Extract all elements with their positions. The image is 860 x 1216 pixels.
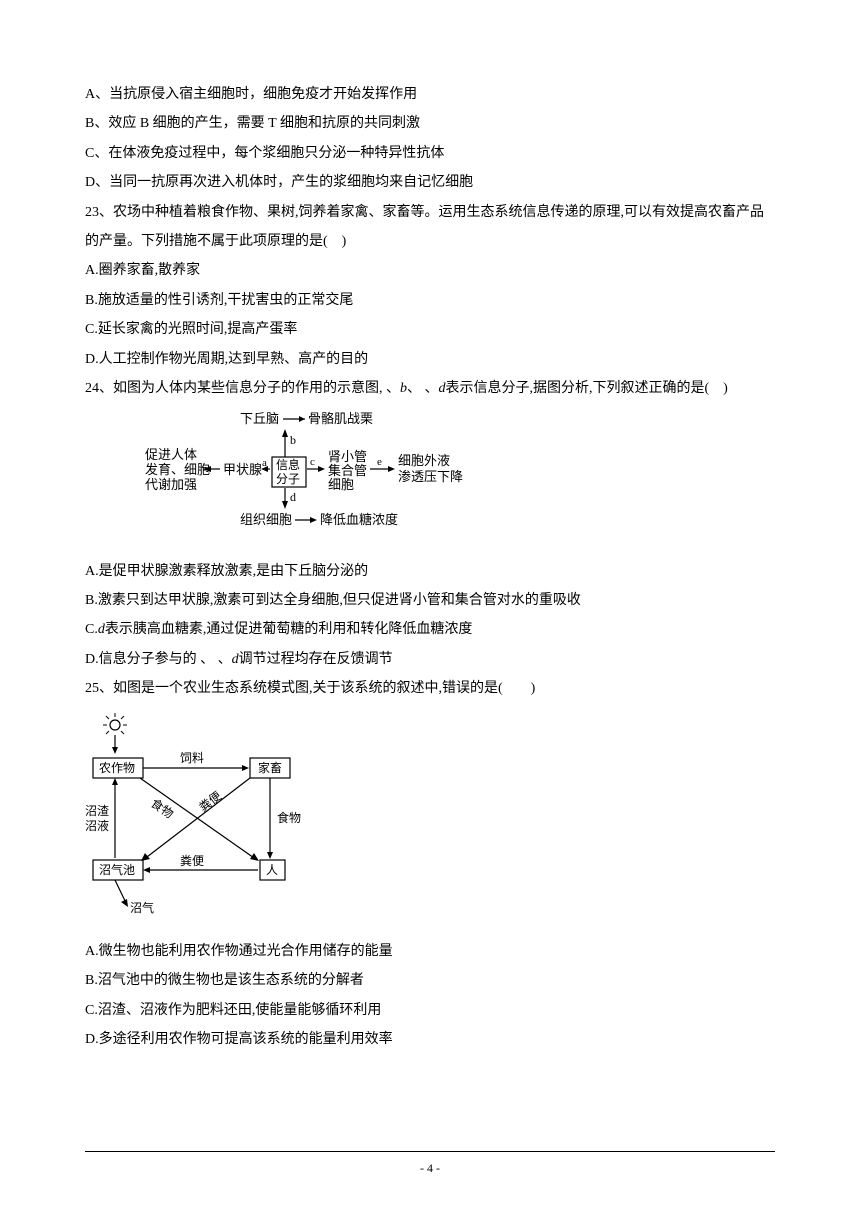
question-25: 25、如图是一个农业生态系统模式图,关于该系统的叙述中,错误的是( ) [85,674,775,703]
q24c-var-d: d [98,622,105,637]
q25-option-d: D.多途径利用农作物可提高该系统的能量利用效率 [85,1025,775,1054]
q24-var-d: d [439,381,446,396]
option-d: D、当同一抗原再次进入机体时，产生的浆细胞均来自记忆细胞 [85,168,775,197]
q24-text-pre: 24、如图为人体内某些信息分子的作用的示意图, 、 [85,381,400,396]
d1-label-kidney3: 细胞 [328,477,354,492]
d2-label-feed: 饲料 [180,751,204,765]
q24-option-c: C.d表示胰高血糖素,通过促进葡萄糖的利用和转化降低血糖浓度 [85,615,775,644]
d2-label-biogas: 沼气池 [99,862,135,877]
diagram-agro-ecosystem: 农作物 家畜 沼气池 人 饲料 食物 粪便 沼渣 沼液 食物 粪便 [85,710,315,931]
d1-label-kidney1: 肾小管 [328,449,367,464]
q24d-var-d: d [232,652,239,667]
d2-label-manure: 粪便 [196,788,224,814]
option-b: B、效应 B 细胞的产生，需要 T 细胞和抗原的共同刺激 [85,109,775,138]
q24d-post: 调节过程均存在反馈调节 [239,652,393,667]
q23-option-c: C.延长家禽的光照时间,提高产蛋率 [85,315,775,344]
d1-label-muscle: 骨骼肌战栗 [308,411,373,426]
d2-label-residue1: 沼渣 [85,804,109,818]
d1-label-center1: 信息 [276,457,300,472]
q23-option-d: D.人工控制作物光周期,达到早熟、高产的目的 [85,345,775,374]
d2-label-residue2: 沼液 [85,818,109,833]
d1-label-a: a [262,457,267,469]
d1-label-e: e [377,456,382,468]
q24c-pre: C. [85,622,98,637]
q24c-post: 表示胰高血糖素,通过促进葡萄糖的利用和转化降低血糖浓度 [105,622,473,637]
q24-option-d: D.信息分子参与的 、 、d调节过程均存在反馈调节 [85,645,775,674]
d1-label-d: d [290,490,296,504]
question-24: 24、如图为人体内某些信息分子的作用的示意图, 、b、 、d表示信息分子,据图分… [85,374,775,403]
q23-option-a: A.圈养家畜,散养家 [85,256,775,285]
d2-label-food2: 食物 [277,810,301,825]
diagram-info-molecules: 下丘脑 骨骼肌战栗 b 促进人体 发育、细胞 代谢加强 甲状腺 a 信息 分子 … [145,409,485,550]
q24d-pre: D.信息分子参与的 、 、 [85,652,232,667]
d1-label-tissue: 组织细胞 [240,512,292,527]
d2-label-livestock: 家畜 [258,760,282,775]
d1-label-hypothalamus: 下丘脑 [240,411,279,426]
q24-text-post: 表示信息分子,据图分析,下列叙述正确的是( ) [446,381,728,396]
q24-var-b: b [400,381,407,396]
q25-option-a: A.微生物也能利用农作物通过光合作用储存的能量 [85,937,775,966]
d1-label-kidney2: 集合管 [328,463,367,478]
question-23: 23、农场中种植着粮食作物、果树,饲养着家禽、家畜等。运用生态系统信息传递的原理… [85,198,775,257]
d1-label-left1: 促进人体 [145,447,197,462]
q23-option-b: B.施放适量的性引诱剂,干扰害虫的正常交尾 [85,286,775,315]
d1-label-right2: 渗透压下降 [398,469,463,484]
q25-option-b: B.沼气池中的微生物也是该生态系统的分解者 [85,966,775,995]
page-number: - 4 - [0,1156,860,1181]
d1-label-left3: 代谢加强 [145,477,197,492]
option-a: A、当抗原侵入宿主细胞时，细胞免疫才开始发挥作用 [85,80,775,109]
d1-label-c: c [310,456,315,468]
d1-label-right1: 细胞外液 [398,453,450,468]
d1-label-center2: 分子 [276,472,300,486]
footer-divider [85,1151,775,1152]
d2-label-person: 人 [266,863,278,877]
q24-text-mid: 、 、 [407,381,439,396]
d2-label-manure2: 粪便 [180,854,204,868]
d1-label-thyroid: 甲状腺 [223,462,262,477]
d2-label-crop: 农作物 [99,761,135,775]
q24-option-b: B.激素只到达甲状腺,激素可到达全身细胞,但只促进肾小管和集合管对水的重吸收 [85,586,775,615]
d1-label-b: b [290,433,296,447]
d2-label-gas: 沼气 [130,900,154,915]
d1-label-lower-glucose: 降低血糖浓度 [320,512,398,527]
d2-label-food: 食物 [148,795,176,821]
option-c: C、在体液免疫过程中，每个浆细胞只分泌一种特异性抗体 [85,139,775,168]
d1-label-left2: 发育、细胞 [145,462,210,477]
q24-option-a: A.是促甲状腺激素释放激素,是由下丘脑分泌的 [85,557,775,586]
q25-option-c: C.沼渣、沼液作为肥料还田,使能量能够循环利用 [85,996,775,1025]
page-footer: - 4 - [0,1151,860,1181]
